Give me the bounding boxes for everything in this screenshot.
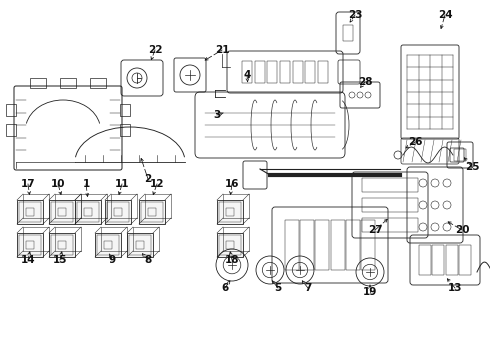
Text: 28: 28 [358,77,372,87]
Bar [361,220,375,270]
Bar [362,178,418,192]
Bar [219,202,241,222]
Text: 22: 22 [148,45,162,55]
Text: 17: 17 [21,179,35,189]
Bar [19,202,41,222]
Text: 20: 20 [455,225,469,235]
Bar [26,208,34,216]
Bar [104,241,112,249]
Bar [17,200,43,224]
Bar [6,104,16,116]
Bar [17,233,43,257]
Bar [30,78,46,88]
Text: 13: 13 [448,283,462,293]
Bar [90,78,106,88]
Text: 19: 19 [363,287,377,297]
Bar [129,235,151,255]
Bar [293,61,303,83]
Bar [6,124,16,136]
Bar [255,61,265,83]
Bar [58,208,66,216]
Bar [419,245,431,275]
Text: 18: 18 [225,255,239,265]
Bar [19,235,41,255]
Bar [346,220,360,270]
Text: 8: 8 [145,255,151,265]
Bar [305,61,316,83]
Text: 10: 10 [51,179,65,189]
Bar [300,220,314,270]
Text: 14: 14 [21,255,35,265]
Bar [114,208,122,216]
Text: 27: 27 [368,225,382,235]
Text: 26: 26 [408,137,422,147]
Text: 5: 5 [274,283,282,293]
Bar [454,149,466,161]
Bar [49,200,75,224]
Text: 24: 24 [438,10,452,20]
Text: 4: 4 [244,70,251,80]
Bar [148,208,156,216]
Text: 7: 7 [304,283,312,293]
Bar [127,233,153,257]
Bar [97,235,119,255]
Bar [105,200,131,224]
Bar [242,61,252,83]
Bar [26,241,34,249]
Text: 3: 3 [213,110,220,120]
Bar [60,78,76,88]
Bar [280,61,290,83]
Bar [446,245,458,275]
Bar [95,233,121,257]
Bar [75,200,101,224]
Text: 1: 1 [82,179,90,189]
Bar [331,220,344,270]
Bar [362,218,418,232]
Bar [219,235,241,255]
Bar [84,208,92,216]
Bar [51,202,73,222]
Bar [362,198,418,212]
Bar [136,241,144,249]
Text: 21: 21 [215,45,229,55]
Bar [139,200,165,224]
Text: 15: 15 [53,255,67,265]
Text: 11: 11 [115,179,129,189]
Bar [120,124,130,136]
Bar [217,200,243,224]
Text: 23: 23 [348,10,362,20]
Bar [285,220,299,270]
Bar [141,202,163,222]
Bar [343,25,353,41]
Bar [51,235,73,255]
Text: 25: 25 [465,162,479,172]
Text: 9: 9 [108,255,116,265]
Text: 6: 6 [221,283,229,293]
Text: 16: 16 [225,179,239,189]
Bar [49,233,75,257]
Bar [107,202,129,222]
Bar [226,241,234,249]
Bar [58,241,66,249]
Bar [120,104,130,116]
Bar [316,220,329,270]
Bar [432,245,444,275]
Bar [77,202,99,222]
Bar [459,245,471,275]
Text: 2: 2 [145,174,151,184]
Bar [268,61,277,83]
Bar [318,61,328,83]
Bar [217,233,243,257]
Bar [226,208,234,216]
Text: 12: 12 [150,179,164,189]
